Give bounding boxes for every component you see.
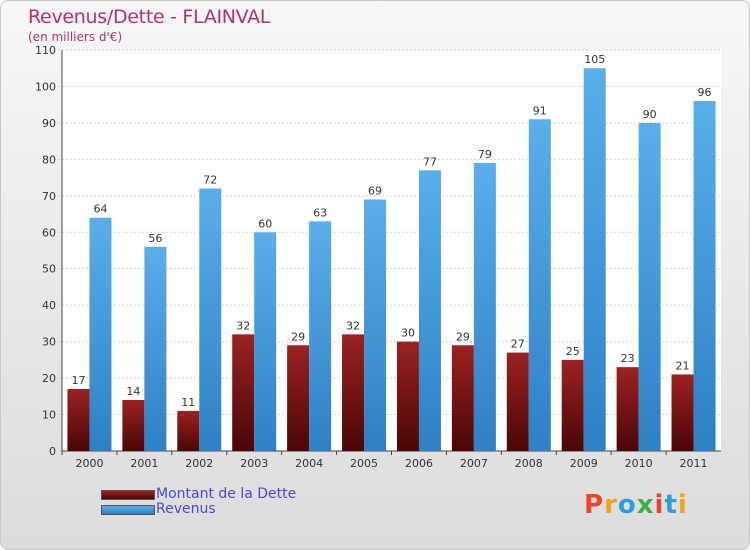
data-label: 32 bbox=[346, 319, 360, 332]
legend-swatch-dette bbox=[101, 490, 155, 500]
revenue-bar bbox=[309, 221, 332, 451]
debt-bar bbox=[342, 334, 365, 451]
debt-bar bbox=[396, 341, 419, 451]
x-tick-label: 2001 bbox=[130, 457, 158, 470]
debt-bar bbox=[616, 367, 639, 451]
data-label: 79 bbox=[478, 148, 492, 161]
grid-layer bbox=[58, 49, 721, 455]
y-tick-label: 90 bbox=[42, 117, 56, 130]
y-tick-label: 0 bbox=[49, 445, 56, 458]
y-tick-label: 110 bbox=[35, 44, 56, 57]
debt-bar bbox=[671, 374, 694, 451]
data-label: 27 bbox=[511, 338, 525, 351]
x-tick-label: 2005 bbox=[350, 457, 378, 470]
x-tick-label: 2010 bbox=[625, 457, 653, 470]
x-tick-label: 2006 bbox=[405, 457, 433, 470]
y-tick-label: 40 bbox=[42, 299, 56, 312]
data-label: 60 bbox=[258, 217, 272, 230]
data-label: 56 bbox=[148, 232, 162, 245]
data-label: 91 bbox=[533, 104, 547, 117]
x-tick-label: 2002 bbox=[185, 457, 213, 470]
data-label: 69 bbox=[368, 184, 382, 197]
x-tick-label: 2004 bbox=[295, 457, 323, 470]
legend-swatch-revenus bbox=[101, 505, 155, 515]
legend-label-dette: Montant de la Dette bbox=[156, 486, 297, 502]
x-tick-label: 2011 bbox=[680, 457, 708, 470]
logo-letter: x bbox=[636, 490, 655, 520]
y-tick-label: 60 bbox=[42, 226, 56, 239]
data-label: 32 bbox=[236, 319, 250, 332]
data-label: 29 bbox=[291, 330, 305, 343]
data-label: 64 bbox=[93, 203, 107, 216]
debt-bar bbox=[232, 334, 255, 451]
bars-layer bbox=[67, 68, 716, 452]
debt-bar bbox=[177, 410, 200, 451]
logo-letter: P bbox=[584, 490, 605, 520]
debt-bar bbox=[67, 389, 90, 451]
debt-bar bbox=[122, 399, 145, 451]
debt-bar bbox=[451, 345, 474, 451]
revenue-bar bbox=[89, 217, 112, 451]
plot-area bbox=[62, 50, 721, 451]
data-label: 25 bbox=[566, 345, 580, 358]
revenue-bar bbox=[254, 232, 277, 451]
x-tick-label: 2008 bbox=[515, 457, 543, 470]
revenue-bar bbox=[473, 163, 496, 451]
x-tick-label: 2007 bbox=[460, 457, 488, 470]
x-tick-label: 2000 bbox=[75, 457, 103, 470]
y-tick-label: 20 bbox=[42, 372, 56, 385]
data-label: 29 bbox=[456, 330, 470, 343]
data-label: 63 bbox=[313, 206, 327, 219]
data-label: 105 bbox=[584, 53, 605, 66]
logo-letter: t bbox=[664, 490, 678, 520]
debt-bar bbox=[506, 352, 529, 451]
logo-letter: i bbox=[654, 490, 665, 520]
revenue-bar bbox=[693, 101, 716, 451]
x-tick-label: 2003 bbox=[240, 457, 268, 470]
revenue-bar bbox=[144, 246, 167, 451]
y-tick-label: 50 bbox=[42, 263, 56, 276]
data-label: 21 bbox=[676, 359, 690, 372]
data-label: 90 bbox=[643, 108, 657, 121]
y-tick-label: 80 bbox=[42, 153, 56, 166]
logo-letter: r bbox=[604, 490, 618, 520]
logo-letter: o bbox=[617, 490, 637, 520]
legend-label-revenus: Revenus bbox=[156, 501, 216, 517]
logo-letter: i bbox=[677, 490, 688, 520]
revenue-bar bbox=[638, 122, 661, 451]
data-label: 14 bbox=[126, 385, 140, 398]
chart-subtitle: (en milliers d'€) bbox=[28, 30, 123, 44]
chart-title: Revenus/Dette - FLAINVAL bbox=[28, 6, 271, 28]
x-tick-label: 2009 bbox=[570, 457, 598, 470]
data-label: 17 bbox=[71, 374, 85, 387]
y-tick-label: 30 bbox=[42, 336, 56, 349]
data-label: 11 bbox=[181, 396, 195, 409]
debt-bar bbox=[287, 345, 310, 451]
y-tick-label: 100 bbox=[35, 80, 56, 93]
data-label: 72 bbox=[203, 174, 217, 187]
data-label: 77 bbox=[423, 155, 437, 168]
proxiti-logo: Proxiti bbox=[584, 490, 688, 520]
revenue-bar bbox=[418, 170, 441, 452]
data-label: 96 bbox=[698, 86, 712, 99]
debt-bar bbox=[561, 359, 584, 451]
revenue-bar bbox=[199, 188, 222, 451]
labels-layer: 0 10 20 30 40 50 60 70 80 90 100 110 2000 17 64 2001 14 5… bbox=[35, 44, 712, 470]
revenue-bar bbox=[528, 119, 551, 451]
y-tick-label: 70 bbox=[42, 190, 56, 203]
data-label: 23 bbox=[621, 352, 635, 365]
revenue-bar bbox=[364, 199, 387, 451]
data-label: 30 bbox=[401, 327, 415, 340]
revenue-bar bbox=[583, 68, 606, 452]
y-tick-label: 10 bbox=[42, 409, 56, 422]
